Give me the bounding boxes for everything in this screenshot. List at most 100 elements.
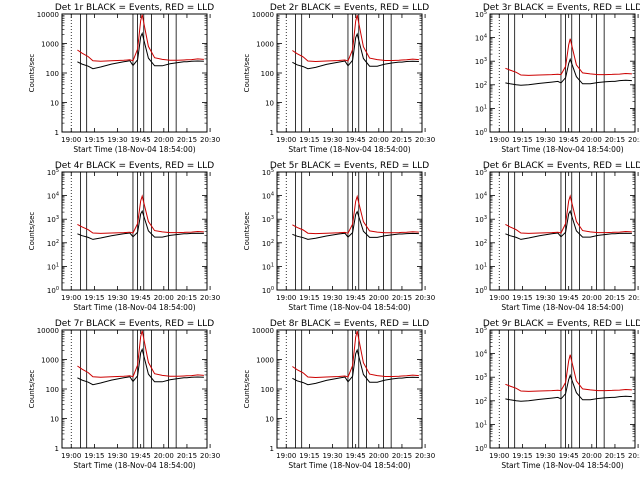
y-tick-label: 105 (475, 168, 487, 177)
y-tick-label: 101 (475, 262, 487, 271)
chart-title: Det 5r BLACK = Events, RED = LLD (270, 161, 429, 171)
x-tick-label: 19:30 (107, 136, 127, 144)
y-tick-label: 103 (475, 215, 487, 224)
y-tick-label: 1000 (256, 41, 274, 49)
x-axis-label: Start Time (18-Nov-04 18:54:00) (288, 145, 410, 154)
x-tick-label: 19:45 (559, 294, 579, 302)
x-tick-label: 20:00 (369, 452, 389, 460)
x-tick-label: 20:30 (628, 136, 640, 144)
x-tick-label: 19:30 (535, 136, 555, 144)
x-tick-label: 19:30 (107, 452, 127, 460)
events-series-line (505, 209, 632, 240)
y-tick-label: 10 (265, 416, 274, 424)
y-tick-label: 10000 (37, 11, 59, 19)
y-tick-label: 104 (475, 350, 487, 359)
x-tick-label: 20:30 (415, 452, 435, 460)
chart-panel: Det 2r BLACK = Events, RED = LLD 19:00 19:… (243, 3, 435, 154)
x-tick-label: 20:00 (369, 294, 389, 302)
y-tick-label: 10 (50, 416, 59, 424)
chart-title: Det 1r BLACK = Events, RED = LLD (55, 3, 214, 13)
x-axis-label: Start Time (18-Nov-04 18:54:00) (73, 303, 195, 312)
x-tick-label: 19:00 (61, 136, 81, 144)
y-axis-label: Counts/sec (243, 370, 251, 409)
y-tick-label: 101 (47, 262, 59, 271)
plot-frame (61, 171, 208, 291)
plot-frame (61, 13, 208, 133)
y-tick-label: 103 (475, 57, 487, 66)
events-series-line (292, 210, 419, 240)
y-axis-label: Counts/sec (28, 212, 36, 251)
lld-series-line (292, 194, 419, 235)
y-tick-label: 10000 (252, 327, 274, 335)
x-tick-label: 19:45 (131, 294, 151, 302)
lld-series-line (77, 194, 204, 234)
x-tick-label: 20:00 (154, 136, 174, 144)
x-tick-label: 20:15 (177, 136, 197, 144)
y-tick-label: 103 (475, 373, 487, 382)
x-tick-label: 19:15 (299, 136, 319, 144)
x-tick-label: 19:15 (512, 452, 532, 460)
lld-series-line (505, 354, 632, 392)
x-tick-label: 19:00 (61, 452, 81, 460)
y-tick-label: 100 (475, 444, 487, 453)
events-series-line (292, 32, 419, 70)
plot-frame (489, 13, 636, 133)
y-tick-label: 101 (475, 420, 487, 429)
y-tick-label: 100 (475, 286, 487, 295)
lld-series-line (77, 14, 204, 62)
y-axis-label: Counts/sec (243, 212, 251, 251)
x-tick-label: 19:00 (276, 136, 296, 144)
x-tick-label: 20:00 (369, 136, 389, 144)
plot-frame (489, 329, 636, 449)
x-tick-label: 20:00 (154, 294, 174, 302)
x-tick-label: 19:45 (559, 452, 579, 460)
y-tick-label: 100 (475, 128, 487, 137)
chart-title: Det 2r BLACK = Events, RED = LLD (270, 3, 429, 13)
y-tick-label: 1 (270, 445, 274, 453)
y-tick-label: 10 (50, 100, 59, 108)
x-tick-label: 19:15 (84, 136, 104, 144)
x-tick-label: 19:45 (559, 136, 579, 144)
y-axis-label: Counts/sec (28, 370, 36, 409)
lld-series-line (292, 330, 419, 379)
y-tick-label: 104 (475, 192, 487, 201)
x-axis-label: Start Time (18-Nov-04 18:54:00) (501, 303, 623, 312)
x-tick-label: 19:45 (346, 452, 366, 460)
events-series-line (292, 348, 419, 386)
x-tick-label: 20:30 (628, 452, 640, 460)
x-tick-label: 20:30 (200, 294, 220, 302)
y-tick-label: 1000 (41, 357, 59, 365)
x-tick-label: 19:15 (512, 294, 532, 302)
x-tick-label: 20:00 (582, 136, 602, 144)
x-tick-label: 20:30 (200, 452, 220, 460)
x-tick-label: 19:45 (346, 294, 366, 302)
x-tick-label: 20:15 (392, 136, 412, 144)
y-tick-label: 102 (47, 239, 59, 248)
x-axis-label: Start Time (18-Nov-04 18:54:00) (501, 145, 623, 154)
x-tick-label: 19:45 (131, 452, 151, 460)
y-tick-label: 101 (262, 262, 274, 271)
y-tick-label: 10000 (37, 327, 59, 335)
y-tick-label: 100 (46, 386, 59, 394)
x-tick-label: 19:15 (299, 452, 319, 460)
y-tick-label: 1000 (41, 41, 59, 49)
y-tick-label: 102 (475, 397, 487, 406)
y-axis-label: Counts/sec (243, 54, 251, 93)
lld-series-line (77, 330, 204, 378)
x-tick-label: 20:00 (582, 294, 602, 302)
events-series-line (77, 209, 204, 240)
lld-series-line (505, 194, 632, 234)
x-tick-label: 20:00 (154, 452, 174, 460)
x-axis-label: Start Time (18-Nov-04 18:54:00) (73, 461, 195, 470)
x-tick-label: 19:15 (299, 294, 319, 302)
y-tick-label: 104 (475, 34, 487, 43)
x-tick-label: 19:00 (489, 136, 509, 144)
y-tick-label: 105 (262, 168, 274, 177)
x-tick-label: 20:00 (582, 452, 602, 460)
x-tick-label: 20:30 (415, 136, 435, 144)
